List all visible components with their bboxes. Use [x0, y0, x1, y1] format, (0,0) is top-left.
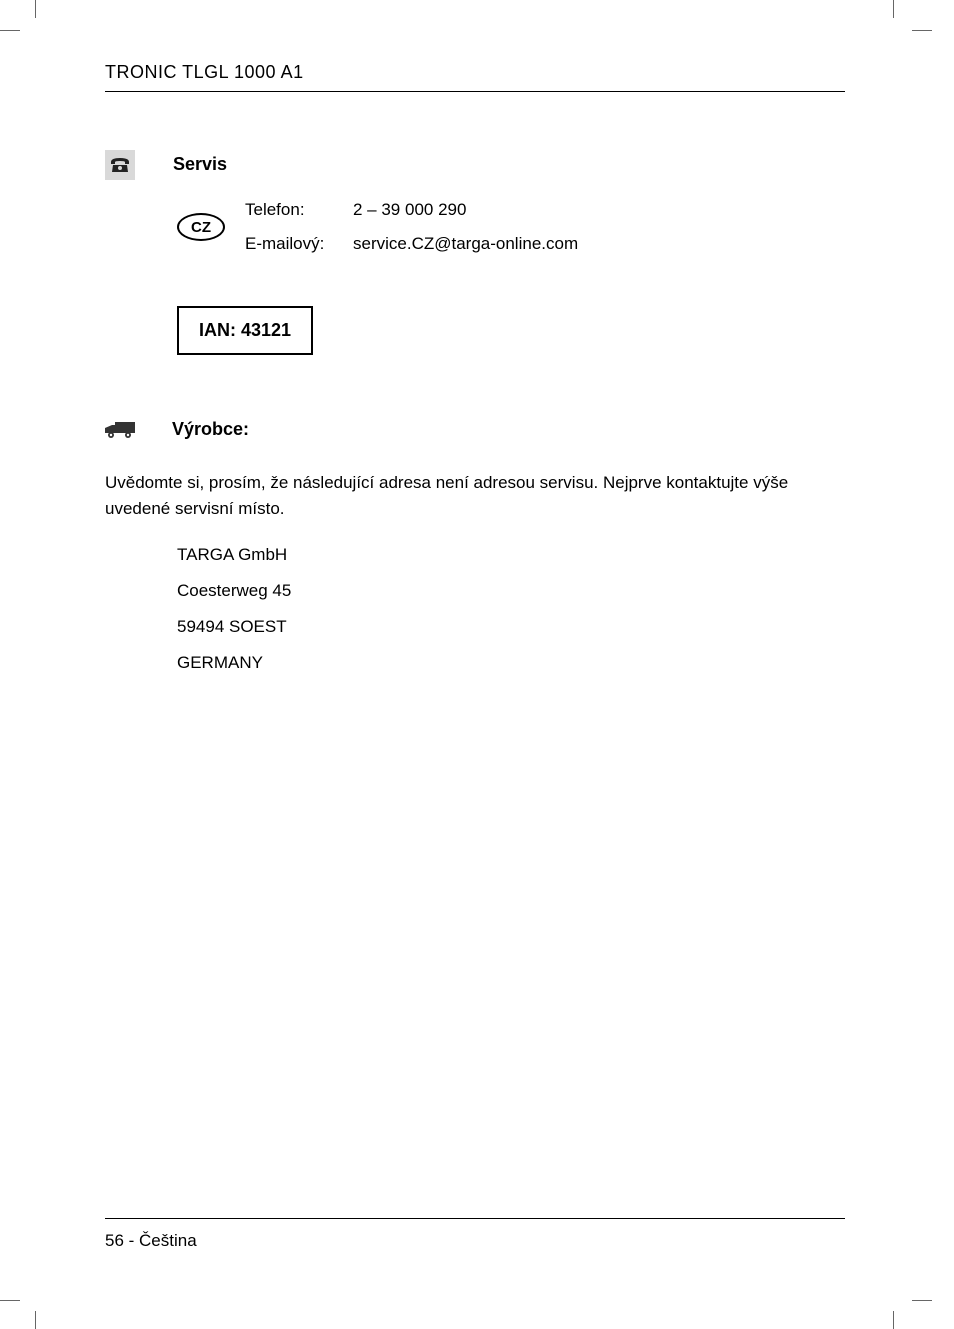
page-footer: 56 - Čeština — [105, 1218, 845, 1251]
contact-value-email: service.CZ@targa-online.com — [353, 234, 578, 254]
crop-mark — [35, 0, 36, 18]
footer-rule — [105, 1218, 845, 1219]
contact-table: Telefon: 2 – 39 000 290 E-mailový: servi… — [245, 200, 578, 254]
contact-row: E-mailový: service.CZ@targa-online.com — [245, 234, 578, 254]
address-line: GERMANY — [177, 653, 845, 673]
manufacturer-note: Uvědomte si, prosím, že následující adre… — [105, 470, 845, 521]
crop-mark — [893, 0, 894, 18]
address-line: 59494 SOEST — [177, 617, 845, 637]
country-badge: CZ — [177, 213, 225, 241]
service-title: Servis — [173, 154, 227, 175]
phone-icon — [105, 150, 135, 180]
page-header-title: TRONIC TLGL 1000 A1 — [105, 62, 845, 91]
header-rule — [105, 91, 845, 92]
crop-mark — [912, 30, 932, 31]
page-content: TRONIC TLGL 1000 A1 Servis CZ Telefon: 2… — [105, 62, 845, 689]
truck-icon — [104, 420, 136, 440]
manufacturer-section: Výrobce: Uvědomte si, prosím, že následu… — [105, 419, 845, 673]
manufacturer-address: TARGA GmbH Coesterweg 45 59494 SOEST GER… — [177, 545, 845, 673]
crop-mark — [35, 1311, 36, 1329]
crop-mark — [0, 30, 20, 31]
crop-mark — [0, 1300, 20, 1301]
crop-mark — [912, 1300, 932, 1301]
footer-language: Čeština — [139, 1231, 197, 1250]
contact-value-phone: 2 – 39 000 290 — [353, 200, 466, 220]
crop-mark — [893, 1311, 894, 1329]
service-section: Servis — [105, 150, 845, 180]
manufacturer-header: Výrobce: — [105, 419, 845, 440]
address-line: TARGA GmbH — [177, 545, 845, 565]
ian-box: IAN: 43121 — [177, 306, 313, 355]
contact-label-email: E-mailový: — [245, 234, 353, 254]
contact-row: Telefon: 2 – 39 000 290 — [245, 200, 578, 220]
page-number: 56 — [105, 1231, 124, 1250]
service-contact-row: CZ Telefon: 2 – 39 000 290 E-mailový: se… — [177, 200, 845, 254]
manufacturer-title: Výrobce: — [172, 419, 249, 440]
footer-text: 56 - Čeština — [105, 1231, 845, 1251]
contact-label-phone: Telefon: — [245, 200, 353, 220]
address-line: Coesterweg 45 — [177, 581, 845, 601]
